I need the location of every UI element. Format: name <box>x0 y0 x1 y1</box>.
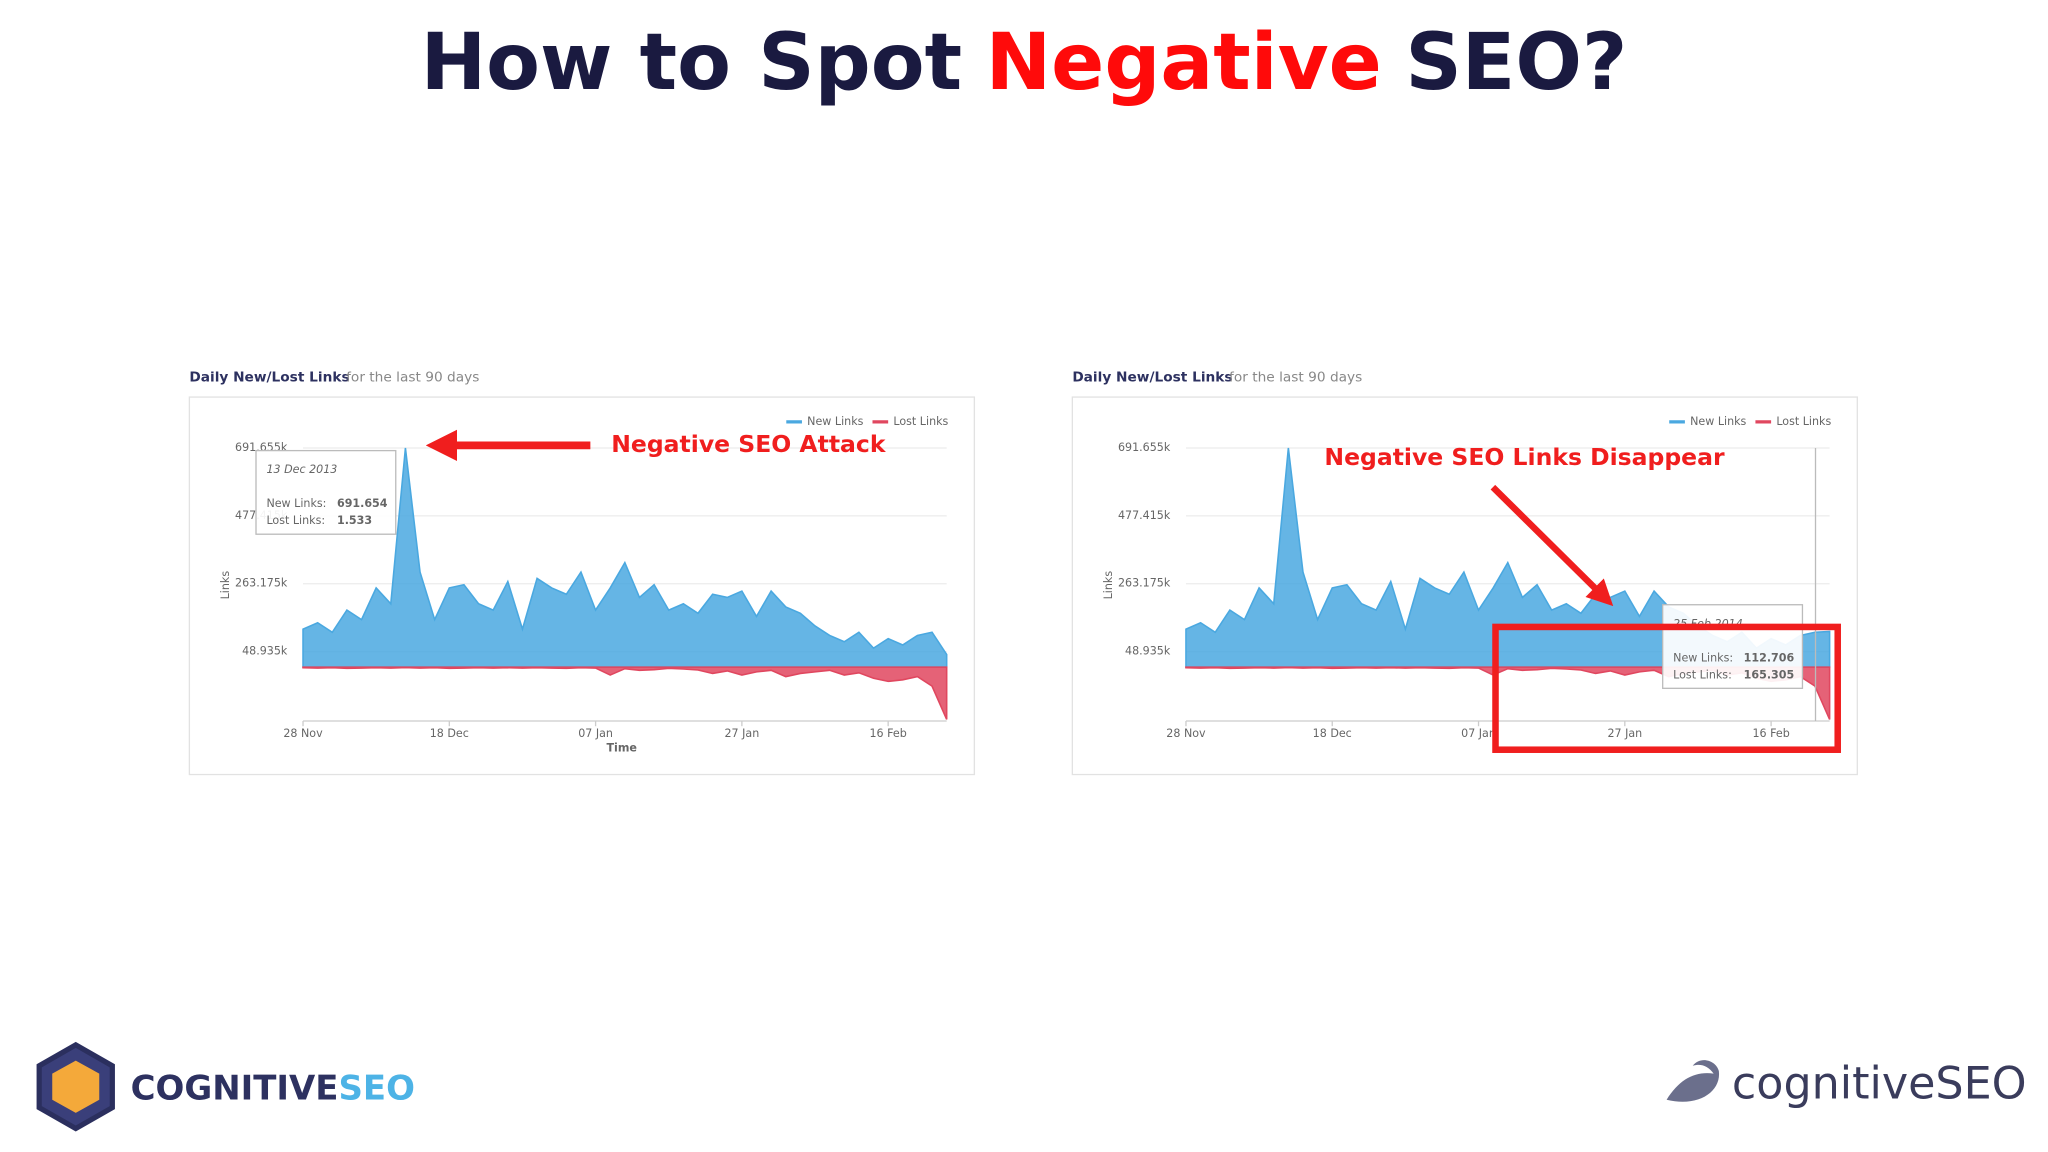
twitter-bird <box>1666 1060 1720 1102</box>
highlight-box <box>1492 623 1841 753</box>
annotation: Negative SEO Attack <box>611 430 887 458</box>
chart-subtitle: for the last 90 days <box>1229 369 1362 385</box>
logo-cube <box>52 1060 100 1113</box>
y-tick-label: 48.935k <box>1125 645 1171 658</box>
tooltip-new-label: New Links: <box>1673 651 1733 664</box>
x-tick-label: 07 Jan <box>578 727 613 740</box>
title-end: SEO? <box>1405 17 1627 108</box>
x-tick-label: 18 Dec <box>430 727 469 740</box>
chart-subtitle: for the last 90 days <box>346 369 479 385</box>
y-tick-label: 477.415k <box>1118 509 1171 522</box>
x-tick-label: 16 Feb <box>870 727 907 740</box>
x-tick-label: 28 Nov <box>1166 727 1206 740</box>
tooltip-box <box>1662 604 1804 689</box>
legend-label: Lost Links <box>1776 415 1831 428</box>
title-start: How to Spot <box>421 17 962 108</box>
chart-title: Daily New/Lost Links <box>189 369 349 385</box>
legend-label: Lost Links <box>893 415 948 428</box>
tooltip-new-label: New Links: <box>266 497 326 510</box>
annotation-arrow <box>1490 484 1614 607</box>
x-tick-label: 28 Nov <box>283 727 323 740</box>
tooltip-lost-label: Lost Links: <box>266 514 325 527</box>
logo-part2: SEO <box>338 1068 414 1108</box>
logo-text: COGNITIVESEO <box>131 1068 415 1108</box>
tooltip-box <box>255 449 397 535</box>
x-tick-label: 16 Feb <box>1752 727 1789 740</box>
tooltip-lost-value: 165.305 <box>1744 668 1795 681</box>
tooltip-lost-label: Lost Links: <box>1673 668 1732 681</box>
x-tick-label: 07 Jan <box>1461 727 1496 740</box>
legend-label: New Links <box>807 415 863 428</box>
y-tick-label: 263.175k <box>235 577 288 590</box>
tooltip-new-value: 691.654 <box>337 497 388 510</box>
logo-part1: COGNITIVE <box>131 1068 339 1108</box>
x-tick-label: 27 Jan <box>1607 727 1642 740</box>
y-tick-label: 691.655k <box>1118 441 1171 454</box>
y-tick-label: 263.175k <box>1118 577 1171 590</box>
x-tick-label: 18 Dec <box>1313 727 1352 740</box>
x-axis-label: Time <box>606 741 636 754</box>
twitter-handle: cognitiveSEO <box>1732 1059 2027 1110</box>
tooltip-lost-value: 1.533 <box>337 514 372 527</box>
area <box>302 666 948 720</box>
tooltip-date: 13 Dec 2013 <box>266 463 337 476</box>
annotation: Negative SEO Links Disappear <box>1324 443 1725 471</box>
slide-title: How to Spot Negative SEO? <box>421 17 1628 108</box>
tooltip-new-value: 112.706 <box>1744 651 1795 664</box>
x-tick-label: 27 Jan <box>725 727 760 740</box>
chart-title: Daily New/Lost Links <box>1072 369 1232 385</box>
y-axis-label: Links <box>219 571 232 600</box>
y-axis-label: Links <box>1102 571 1115 600</box>
title-highlight: Negative <box>986 17 1382 108</box>
y-tick-label: 48.935k <box>242 645 288 658</box>
logo-right: cognitiveSEO <box>1666 1059 2027 1110</box>
area <box>302 447 948 668</box>
logo-left: COGNITIVESEO <box>36 1041 415 1132</box>
legend-label: New Links <box>1690 415 1746 428</box>
